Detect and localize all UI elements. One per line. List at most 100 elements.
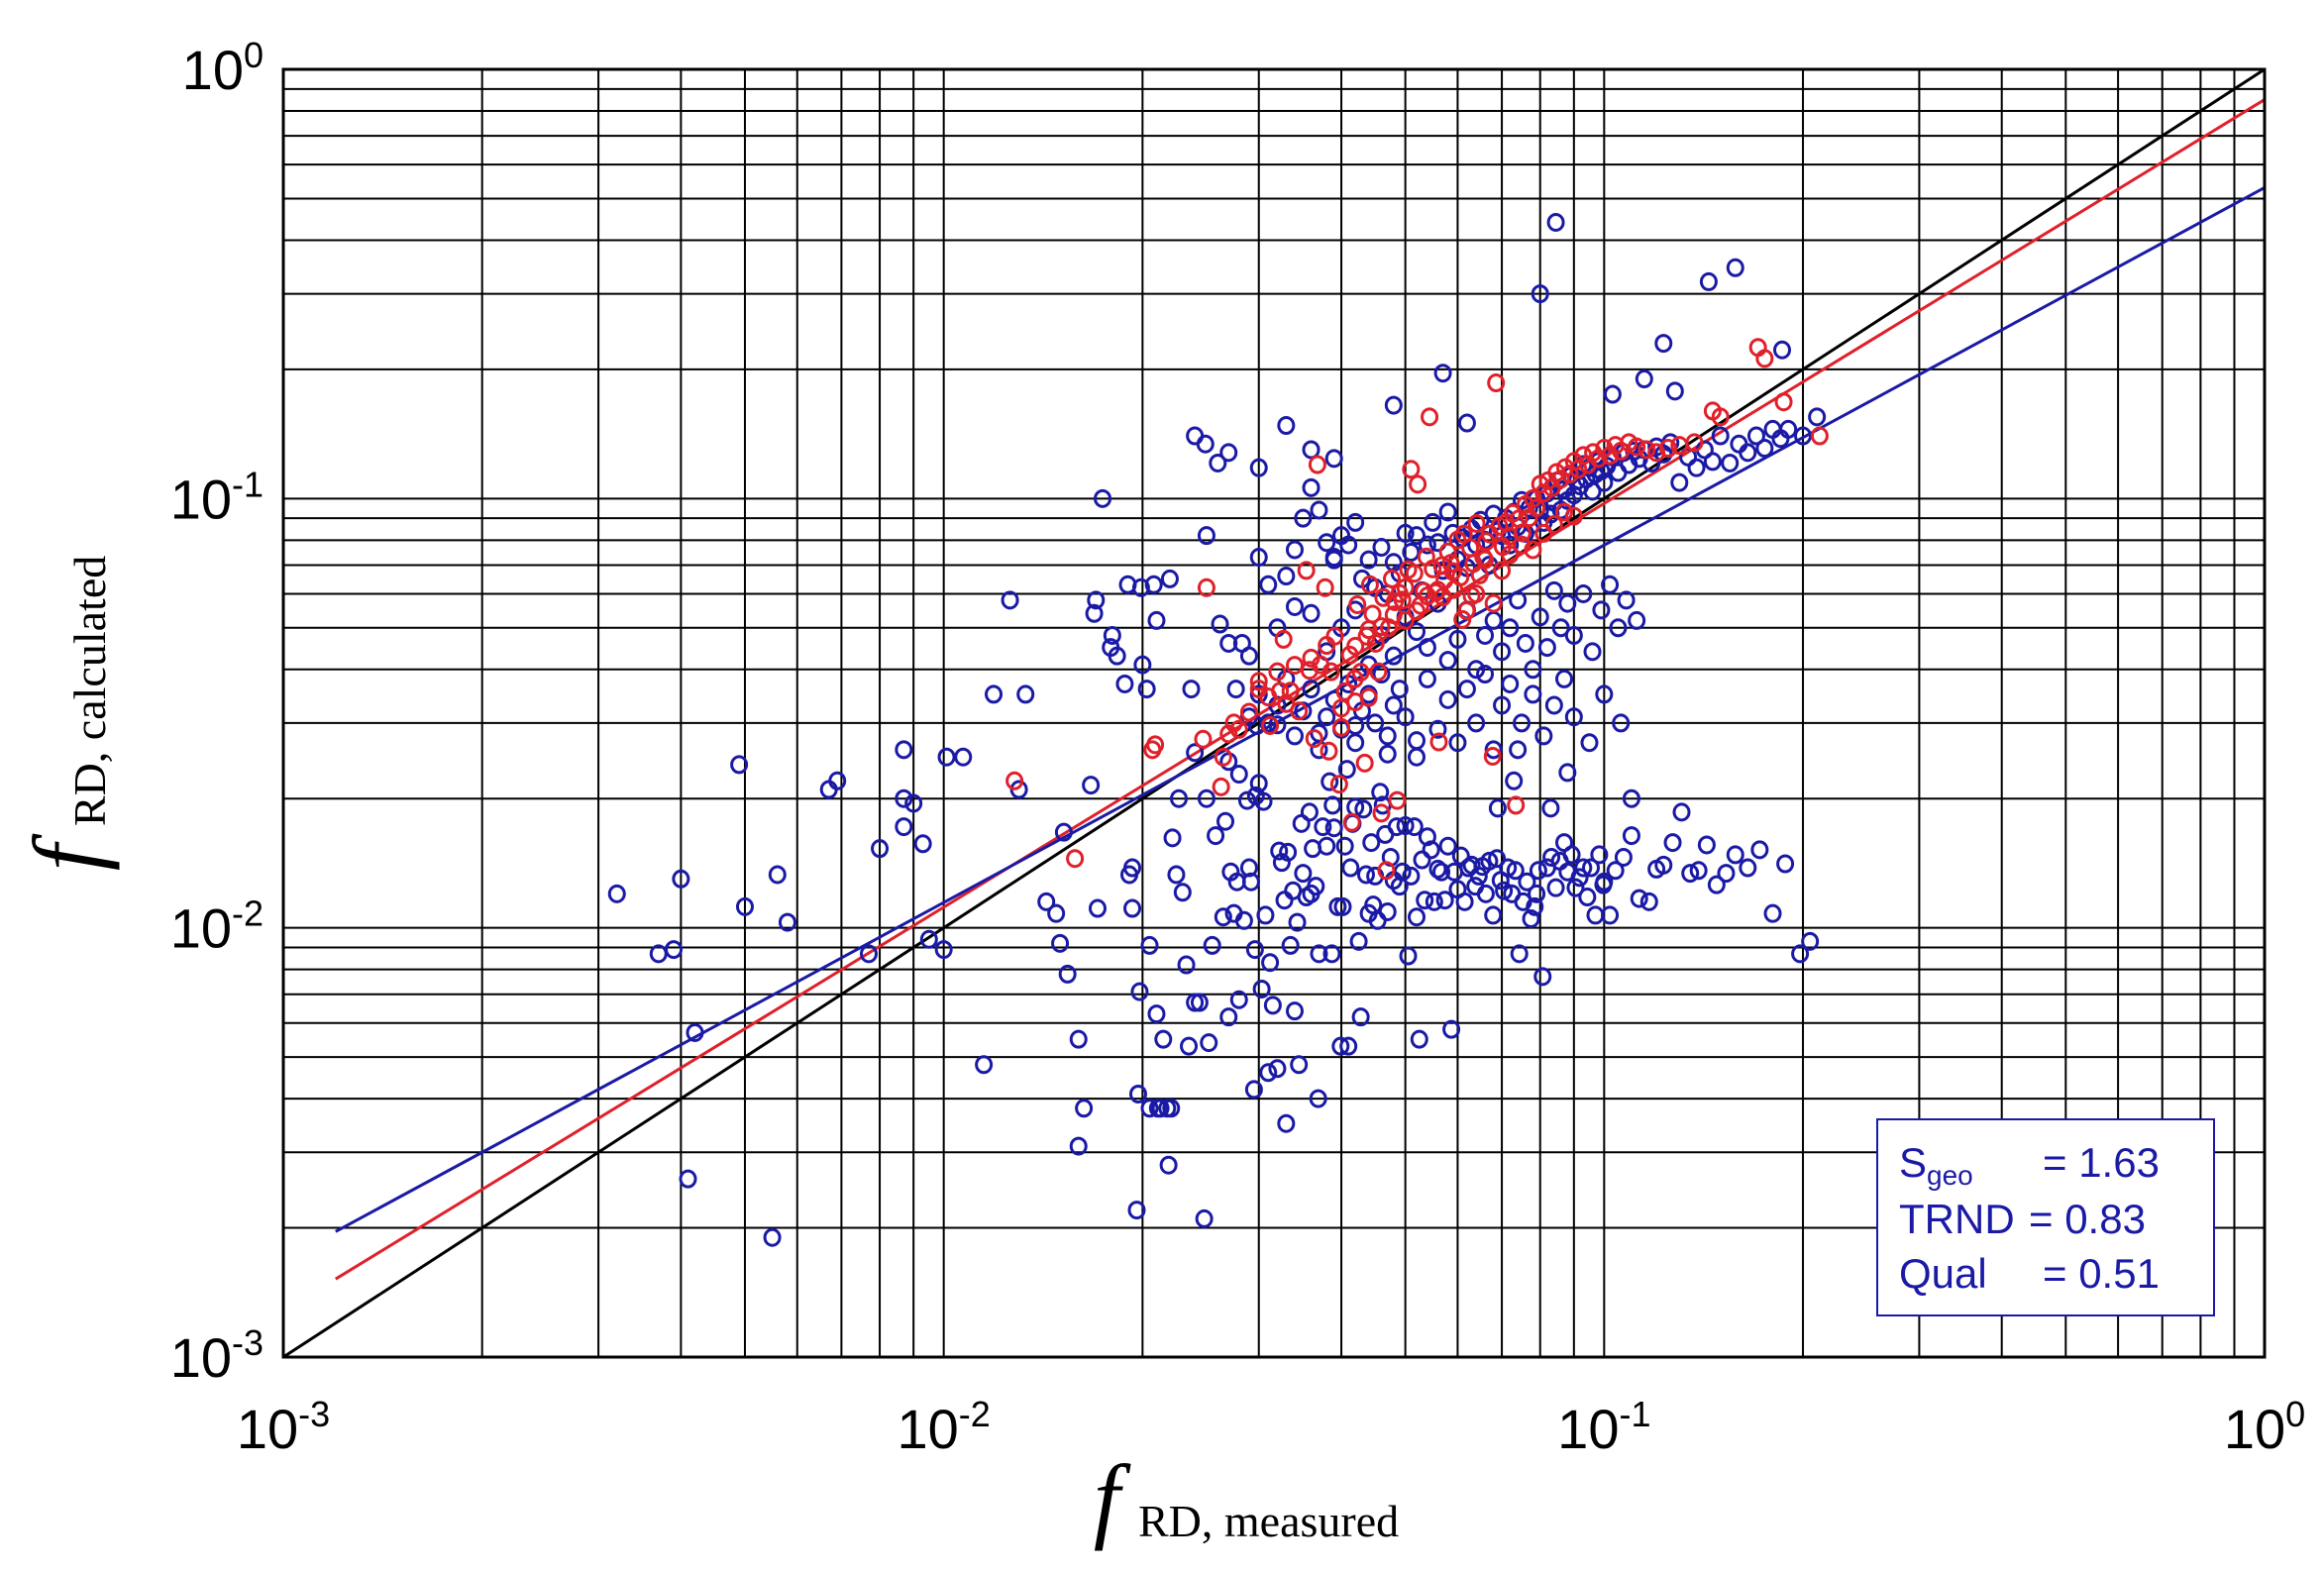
- data-point-blue: [1384, 395, 1403, 415]
- data-point-red: [1268, 662, 1287, 682]
- data-point-red: [1647, 443, 1666, 463]
- data-point-red: [1374, 587, 1393, 607]
- data-point-blue: [1428, 719, 1447, 739]
- data-point-blue: [1219, 633, 1238, 653]
- data-point-blue: [1396, 523, 1415, 543]
- data-point-red: [1544, 515, 1563, 535]
- data-point-red: [1194, 729, 1213, 749]
- data-point-red: [1493, 561, 1512, 580]
- data-point-red: [1524, 540, 1542, 560]
- data-point-blue: [1277, 416, 1296, 436]
- data-point-blue: [1763, 903, 1782, 923]
- data-point-blue: [1339, 535, 1358, 555]
- data-point-blue: [1476, 884, 1495, 903]
- data-point-blue: [1285, 540, 1304, 560]
- data-point-blue: [1130, 982, 1149, 1001]
- data-point-blue: [1270, 841, 1289, 861]
- data-point-red: [1755, 349, 1774, 368]
- data-point-blue: [895, 817, 913, 837]
- data-point-blue: [1167, 865, 1186, 885]
- data-point-blue: [1564, 707, 1583, 727]
- data-point-blue: [1402, 866, 1421, 886]
- data-point-blue: [1484, 740, 1503, 760]
- data-point-blue: [1518, 872, 1536, 892]
- data-point-blue: [1501, 618, 1520, 638]
- data-point-blue: [1209, 453, 1227, 472]
- data-point-blue: [1654, 855, 1673, 875]
- data-point-blue: [1337, 760, 1356, 780]
- data-point-red: [1396, 578, 1415, 597]
- data-point-blue: [1551, 618, 1570, 638]
- data-point-red: [1483, 746, 1502, 766]
- data-point-blue: [1448, 629, 1467, 649]
- data-point-blue: [1442, 1019, 1461, 1039]
- data-point-red: [1372, 803, 1391, 823]
- data-point-blue: [1697, 835, 1716, 855]
- data-point-red: [1305, 729, 1323, 749]
- data-point-red: [1551, 470, 1570, 489]
- data-point-red: [1249, 680, 1268, 699]
- data-point-blue: [1493, 642, 1512, 662]
- data-point-blue: [679, 1169, 697, 1189]
- data-point-blue: [1281, 935, 1300, 955]
- data-point-blue: [1277, 1113, 1296, 1133]
- data-point-blue: [1529, 861, 1547, 881]
- data-point-blue: [1103, 625, 1121, 645]
- data-point-blue: [778, 912, 796, 932]
- data-point-blue: [1261, 953, 1280, 973]
- data-point-blue: [859, 944, 878, 964]
- data-point-blue: [1163, 828, 1182, 848]
- data-point-blue: [1207, 826, 1225, 846]
- data-point-blue: [1635, 369, 1653, 389]
- data-point-blue: [1219, 1007, 1238, 1027]
- data-point-red: [1360, 575, 1379, 594]
- data-point-blue: [1469, 866, 1488, 886]
- data-point-blue: [1617, 590, 1636, 610]
- data-point-blue: [1654, 334, 1673, 354]
- data-point-blue: [1310, 723, 1328, 743]
- data-point-blue: [1595, 872, 1614, 892]
- data-point-blue: [1707, 875, 1726, 894]
- data-point-blue: [1493, 695, 1512, 715]
- data-point-blue: [1776, 854, 1795, 874]
- data-point-blue: [1085, 603, 1104, 623]
- data-point-red: [1408, 601, 1426, 621]
- data-point-blue: [1681, 864, 1700, 884]
- data-point-blue: [904, 793, 923, 813]
- data-point-blue: [1480, 851, 1499, 871]
- data-point-red: [1369, 662, 1388, 682]
- data-point-blue: [1416, 891, 1434, 910]
- y-tick-label: 100: [182, 35, 264, 101]
- data-point-blue: [1118, 575, 1137, 594]
- data-point-red: [1685, 433, 1704, 453]
- data-point-red: [1658, 439, 1677, 459]
- data-point-blue: [1320, 772, 1339, 791]
- data-point-blue: [1574, 583, 1593, 603]
- data-point-blue: [1488, 798, 1507, 818]
- data-point-blue: [1216, 811, 1235, 831]
- data-point-blue: [730, 755, 749, 775]
- data-point-blue: [1300, 802, 1319, 822]
- data-point-red: [1348, 594, 1367, 614]
- data-point-blue: [1259, 575, 1278, 594]
- y-tick-label: 10-2: [170, 893, 264, 960]
- data-point-blue: [1288, 912, 1307, 932]
- data-point-red: [1297, 561, 1316, 580]
- data-point-red: [1351, 663, 1370, 682]
- data-point-red: [1388, 790, 1407, 810]
- data-point-blue: [1259, 1063, 1278, 1083]
- data-point-red: [1601, 446, 1620, 466]
- stats-sgeo: Sgeo = 1.63: [1899, 1139, 2160, 1191]
- data-point-blue: [1580, 733, 1599, 753]
- data-point-red: [1229, 719, 1248, 739]
- data-point-blue: [1331, 1036, 1350, 1056]
- data-point-blue: [1558, 763, 1577, 783]
- data-point-blue: [828, 771, 847, 790]
- stats-qual: Qual = 0.51: [1899, 1250, 2160, 1297]
- data-point-red: [1239, 702, 1258, 722]
- data-point-blue: [1378, 726, 1397, 746]
- y-tick-label: 10-3: [170, 1322, 264, 1389]
- y-tick-labels: 10-3 10-2 10-1 100: [170, 35, 264, 1389]
- data-point-blue: [1173, 883, 1192, 902]
- data-point-blue: [1665, 381, 1684, 401]
